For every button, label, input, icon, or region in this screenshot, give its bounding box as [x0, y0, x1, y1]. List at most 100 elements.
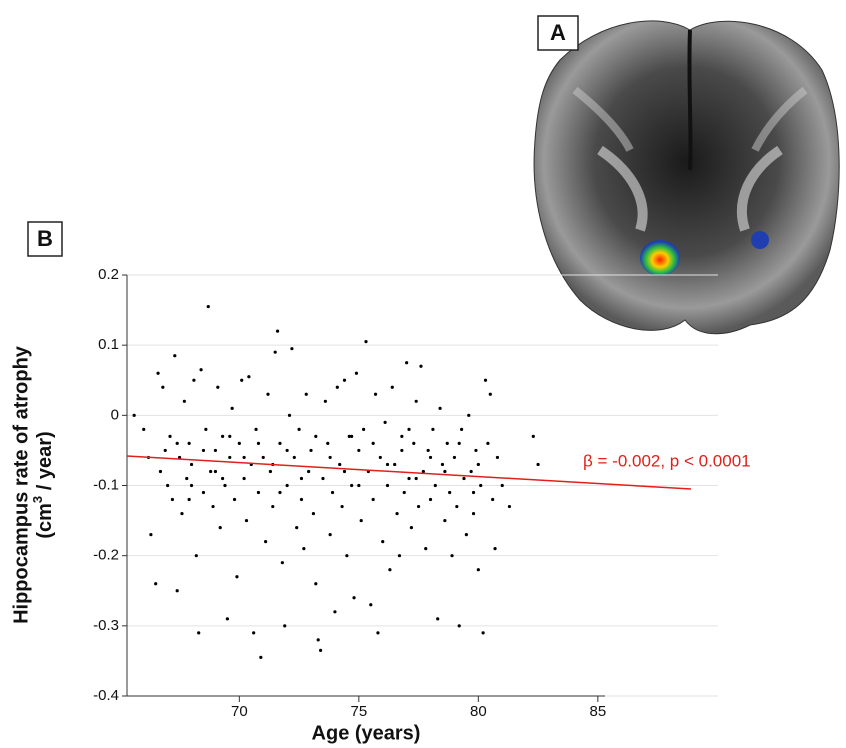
unit-part: (cm: [34, 503, 56, 539]
point: [252, 631, 255, 634]
point: [441, 463, 444, 466]
point: [357, 484, 360, 487]
point: [388, 568, 391, 571]
point: [360, 519, 363, 522]
point: [262, 456, 265, 459]
point: [472, 491, 475, 494]
point: [188, 442, 191, 445]
point: [319, 649, 322, 652]
point: [321, 477, 324, 480]
point: [214, 470, 217, 473]
point: [462, 477, 465, 480]
point: [231, 407, 234, 410]
point: [254, 428, 257, 431]
point: [448, 491, 451, 494]
point: [326, 442, 329, 445]
point: [199, 368, 202, 371]
point: [269, 470, 272, 473]
point: [345, 554, 348, 557]
point: [211, 505, 214, 508]
brain-image: [534, 21, 839, 334]
point: [381, 540, 384, 543]
point: [427, 449, 430, 452]
point: [333, 610, 336, 613]
point: [297, 428, 300, 431]
point: [290, 347, 293, 350]
point: [403, 491, 406, 494]
point: [305, 393, 308, 396]
point: [400, 449, 403, 452]
point: [257, 442, 260, 445]
point: [472, 512, 475, 515]
point: [195, 554, 198, 557]
point: [176, 442, 179, 445]
point: [156, 372, 159, 375]
y-axis-title: Hippocampus rate of atrophy: [10, 345, 32, 624]
point: [190, 463, 193, 466]
point: [372, 498, 375, 501]
point: [407, 477, 410, 480]
point: [302, 547, 305, 550]
point: [453, 456, 456, 459]
unit-part: 3: [30, 496, 45, 503]
point: [283, 624, 286, 627]
x-tick-label: 85: [589, 703, 606, 720]
point: [238, 442, 241, 445]
point: [159, 470, 162, 473]
point: [164, 449, 167, 452]
point: [202, 491, 205, 494]
point: [429, 456, 432, 459]
point: [489, 393, 492, 396]
point: [192, 379, 195, 382]
point: [219, 526, 222, 529]
x-tick-label: 80: [470, 703, 487, 720]
point: [161, 386, 164, 389]
annotation: β = -0.002, p < 0.0001: [583, 451, 751, 470]
point: [410, 526, 413, 529]
point: [369, 603, 372, 606]
point: [532, 435, 535, 438]
point: [204, 428, 207, 431]
x-tick-label: 75: [350, 703, 367, 720]
point: [243, 456, 246, 459]
point: [183, 400, 186, 403]
point: [266, 393, 269, 396]
point: [214, 449, 217, 452]
point: [458, 442, 461, 445]
point: [207, 305, 210, 308]
point: [443, 470, 446, 473]
point: [412, 442, 415, 445]
point: [288, 414, 291, 417]
point: [415, 400, 418, 403]
point: [386, 484, 389, 487]
point: [293, 456, 296, 459]
point: [176, 589, 179, 592]
point: [171, 498, 174, 501]
point: [190, 484, 193, 487]
point: [477, 568, 480, 571]
point: [479, 484, 482, 487]
point: [324, 400, 327, 403]
point: [271, 505, 274, 508]
point: [309, 449, 312, 452]
point: [228, 456, 231, 459]
point: [329, 533, 332, 536]
point: [493, 547, 496, 550]
point: [424, 547, 427, 550]
point: [233, 498, 236, 501]
point: [278, 491, 281, 494]
point: [300, 498, 303, 501]
point: [235, 575, 238, 578]
point: [343, 470, 346, 473]
point: [484, 379, 487, 382]
point: [226, 617, 229, 620]
point: [166, 484, 169, 487]
point: [168, 435, 171, 438]
point: [188, 498, 191, 501]
point: [386, 463, 389, 466]
point: [307, 470, 310, 473]
point: [374, 393, 377, 396]
y-axis-unit: (cm3 / year): [30, 431, 56, 538]
point: [391, 386, 394, 389]
point: [467, 414, 470, 417]
